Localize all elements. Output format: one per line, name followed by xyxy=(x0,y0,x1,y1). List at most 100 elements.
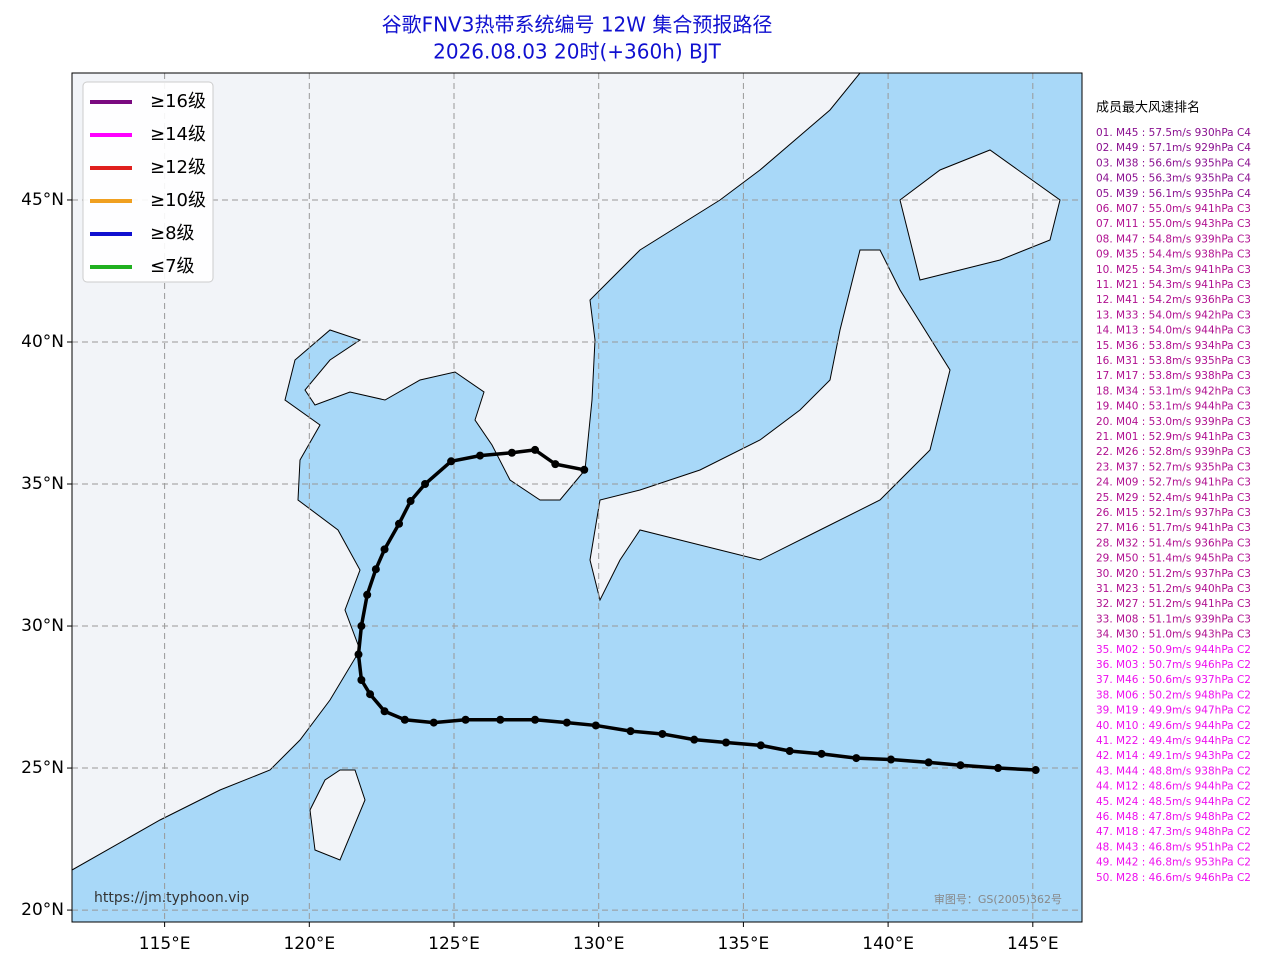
legend-label: ≥14级 xyxy=(150,124,206,145)
ranking-item: 17. M17 : 53.8m/s 938hPa C3 xyxy=(1096,370,1251,382)
ranking-item: 18. M34 : 53.1m/s 942hPa C3 xyxy=(1096,385,1251,397)
ranking-item: 43. M44 : 48.8m/s 938hPa C2 xyxy=(1096,765,1251,777)
subtitle: 2026.08.03 20时(+360h) BJT xyxy=(433,40,722,64)
track-layer xyxy=(354,445,1040,775)
ranking-item: 32. M27 : 51.2m/s 941hPa C3 xyxy=(1096,598,1251,610)
legend-label: ≤7级 xyxy=(150,256,195,277)
x-tick-label: 115°E xyxy=(139,934,191,954)
ranking-item: 27. M16 : 51.7m/s 941hPa C3 xyxy=(1096,522,1251,534)
title: 谷歌FNV3热带系统编号 12W 集合预报路径 xyxy=(382,13,773,37)
track-point xyxy=(380,545,389,554)
track-point xyxy=(1031,766,1040,775)
ranking-item: 39. M19 : 49.9m/s 947hPa C2 xyxy=(1096,705,1251,717)
x-tick-label: 125°E xyxy=(428,934,480,954)
track-point xyxy=(785,747,794,756)
ranking-title: 成员最大风速排名 xyxy=(1096,100,1200,116)
ranking-item: 15. M36 : 53.8m/s 934hPa C3 xyxy=(1096,340,1251,352)
ranking-item: 06. M07 : 55.0m/s 941hPa C3 xyxy=(1096,203,1251,215)
x-tick-label: 140°E xyxy=(862,934,914,954)
ranking-item: 45. M24 : 48.5m/s 944hPa C2 xyxy=(1096,796,1251,808)
track-point xyxy=(756,741,765,750)
ranking-item: 48. M43 : 46.8m/s 951hPa C2 xyxy=(1096,841,1251,853)
ranking-item: 05. M39 : 56.1m/s 935hPa C4 xyxy=(1096,188,1251,200)
review-number: 审图号：GS(2005)362号 xyxy=(934,892,1062,906)
ranking-item: 33. M08 : 51.1m/s 939hPa C3 xyxy=(1096,613,1251,625)
track-point xyxy=(994,764,1003,773)
track-point xyxy=(531,445,540,454)
ranking-item: 22. M26 : 52.8m/s 939hPa C3 xyxy=(1096,446,1251,458)
track-point xyxy=(496,715,505,724)
ranking-item: 40. M10 : 49.6m/s 944hPa C2 xyxy=(1096,720,1251,732)
track-point xyxy=(886,755,895,764)
ranking-item: 47. M18 : 47.3m/s 948hPa C2 xyxy=(1096,826,1251,838)
track-point xyxy=(395,519,404,528)
ranking-item: 37. M46 : 50.6m/s 937hPa C2 xyxy=(1096,674,1251,686)
track-point xyxy=(363,590,372,599)
legend-label: ≥10级 xyxy=(150,190,206,211)
track-point xyxy=(476,451,485,460)
ranking-item: 03. M38 : 56.6m/s 935hPa C4 xyxy=(1096,157,1251,169)
track-point xyxy=(447,457,456,466)
y-tick-label: 25°N xyxy=(21,758,64,778)
ranking-item: 25. M29 : 52.4m/s 941hPa C3 xyxy=(1096,492,1251,504)
y-tick-label: 35°N xyxy=(21,474,64,494)
x-tick-label: 120°E xyxy=(283,934,335,954)
ranking-item: 08. M47 : 54.8m/s 939hPa C3 xyxy=(1096,233,1251,245)
ranking-item: 44. M12 : 48.6m/s 944hPa C2 xyxy=(1096,781,1251,793)
ranking-item: 29. M50 : 51.4m/s 945hPa C3 xyxy=(1096,553,1251,565)
track-point xyxy=(371,565,380,574)
y-tick-label: 40°N xyxy=(21,332,64,352)
track-point xyxy=(924,758,933,767)
x-tick-label: 130°E xyxy=(573,934,625,954)
track-point xyxy=(626,727,635,736)
hokkaido xyxy=(899,149,1061,281)
legend-label: ≥16级 xyxy=(150,91,206,112)
ranking-item: 16. M31 : 53.8m/s 935hPa C3 xyxy=(1096,355,1251,367)
legend-label: ≥12级 xyxy=(150,157,206,178)
ranking-item: 01. M45 : 57.5m/s 930hPa C4 xyxy=(1096,127,1251,139)
ranking-item: 14. M13 : 54.0m/s 944hPa C3 xyxy=(1096,325,1251,337)
ranking-item: 38. M06 : 50.2m/s 948hPa C2 xyxy=(1096,689,1251,701)
track-point xyxy=(658,729,667,738)
track-point xyxy=(354,650,363,659)
ranking-item: 07. M11 : 55.0m/s 943hPa C3 xyxy=(1096,218,1251,230)
ranking-item: 02. M49 : 57.1m/s 929hPa C4 xyxy=(1096,142,1251,154)
track-point xyxy=(380,707,389,716)
ranking-item: 20. M04 : 53.0m/s 939hPa C3 xyxy=(1096,416,1251,428)
track-point xyxy=(817,749,826,758)
ranking-item: 46. M48 : 47.8m/s 948hPa C2 xyxy=(1096,811,1251,823)
track-point xyxy=(400,715,409,724)
ranking-item: 21. M01 : 52.9m/s 941hPa C3 xyxy=(1096,431,1251,443)
y-tick-label: 20°N xyxy=(21,900,64,920)
track-point xyxy=(722,738,731,747)
frame xyxy=(71,72,1083,923)
japan xyxy=(589,249,951,602)
ticks: 115°E 120°E 125°E 130°E 135°E 140°E 145°E 20°N 2… xyxy=(21,190,1059,954)
ranking-item: 36. M03 : 50.7m/s 946hPa C2 xyxy=(1096,659,1251,671)
ranking-item: 11. M21 : 54.3m/s 941hPa C3 xyxy=(1096,279,1251,291)
track-point xyxy=(366,690,375,699)
x-tick-label: 145°E xyxy=(1007,934,1059,954)
ranking-item: 12. M41 : 54.2m/s 936hPa C3 xyxy=(1096,294,1251,306)
ranking-item: 31. M23 : 51.2m/s 940hPa C3 xyxy=(1096,583,1251,595)
ranking-item: 24. M09 : 52.7m/s 941hPa C3 xyxy=(1096,477,1251,489)
track-point xyxy=(591,721,600,730)
ranking-item: 23. M37 : 52.7m/s 935hPa C3 xyxy=(1096,461,1251,473)
ranking-item: 50. M28 : 46.6m/s 946hPa C2 xyxy=(1096,872,1251,884)
track-point xyxy=(421,480,430,489)
track-point xyxy=(852,754,861,763)
taiwan xyxy=(309,769,366,861)
track-point xyxy=(357,622,366,631)
track-point xyxy=(562,718,571,727)
track-point xyxy=(956,761,965,770)
y-tick-label: 30°N xyxy=(21,616,64,636)
track-point xyxy=(429,718,438,727)
legend-label: ≥8级 xyxy=(150,223,195,244)
ranking-item: 10. M25 : 54.3m/s 941hPa C3 xyxy=(1096,264,1251,276)
track-point xyxy=(406,497,415,506)
ranking-item: 35. M02 : 50.9m/s 944hPa C2 xyxy=(1096,644,1251,656)
grid xyxy=(72,73,1082,922)
track-point xyxy=(461,715,470,724)
ranking-item: 34. M30 : 51.0m/s 943hPa C3 xyxy=(1096,629,1251,641)
